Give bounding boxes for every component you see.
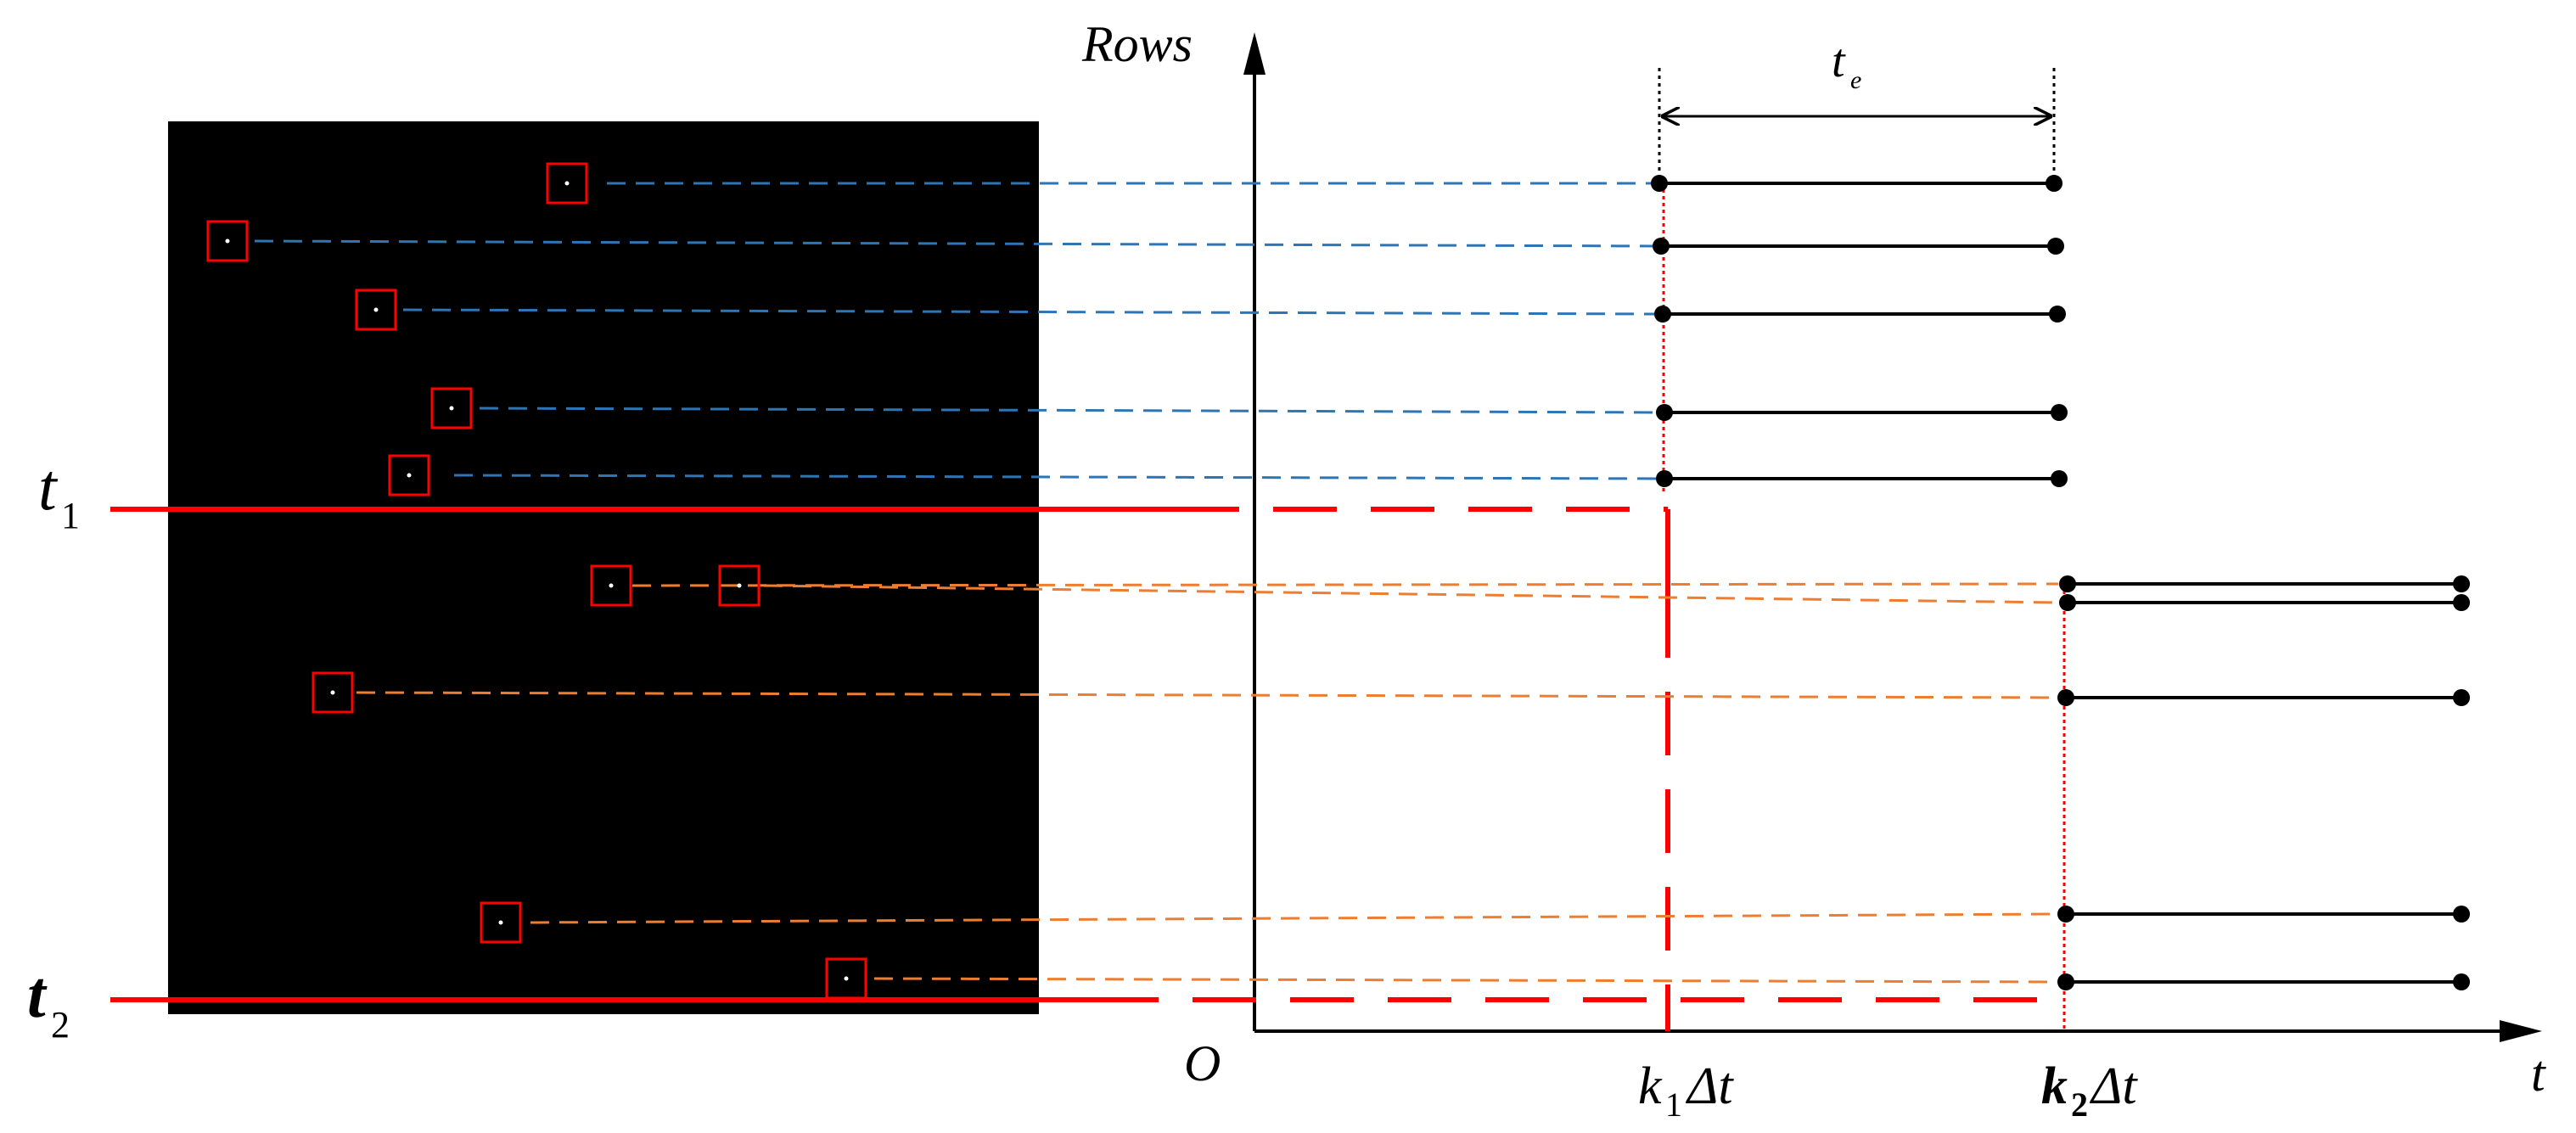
star-label: star2	[202, 279, 275, 321]
k1-sub: 1	[1665, 1085, 1682, 1124]
star-box	[388, 454, 430, 496]
exposure-end-dot	[2453, 594, 2470, 611]
exposure-end-dot	[2453, 575, 2470, 592]
star-label: star9	[480, 848, 553, 889]
t2-label: t 2	[27, 957, 70, 1046]
star-dot	[330, 690, 335, 695]
exposure-end-dot	[2453, 906, 2470, 923]
star-2: star2	[202, 220, 2064, 321]
projection-line	[631, 582, 2059, 587]
rows-axis-arrow-icon	[1243, 32, 1266, 75]
star-4: star4	[309, 387, 2068, 430]
exposure-time-label: t	[1832, 35, 1846, 87]
star-box	[430, 387, 473, 429]
k1-letter: k	[1638, 1057, 1663, 1115]
star-box	[825, 957, 867, 1000]
star-dot	[844, 976, 849, 981]
exposure-start-dot	[2059, 575, 2076, 592]
star-9: star9	[480, 848, 2470, 944]
t1-main: t	[38, 450, 59, 524]
star-label: star8	[300, 724, 373, 766]
star-box	[355, 289, 397, 331]
exposure-end-dot	[2046, 175, 2062, 192]
star-box	[480, 901, 522, 944]
time-axis-label: t	[2531, 1046, 2546, 1102]
exposure-end-dot	[2047, 238, 2064, 255]
exposure-start-dot	[1654, 306, 1671, 323]
projection-line	[479, 407, 1664, 414]
star-label: star6	[440, 574, 513, 615]
star-label: star3	[321, 345, 394, 386]
exposure-start-dot	[2057, 973, 2074, 990]
origin-label: O	[1184, 1035, 1221, 1091]
star-5: star5	[273, 454, 2068, 501]
projection-line	[254, 239, 1656, 248]
star-dot	[225, 238, 230, 244]
star-label: star5	[273, 459, 346, 501]
star-box	[590, 564, 632, 607]
star-label: star4	[309, 389, 382, 430]
star-8: star8	[300, 671, 2470, 766]
k2-delta-t-label: k 2 Δt	[2041, 1057, 2138, 1124]
projection-line	[402, 308, 1660, 316]
t2-main: t	[27, 957, 48, 1031]
exposure-time-subscript: e	[1850, 66, 1861, 94]
exposure-start-dot	[2057, 906, 2074, 923]
star-dot	[498, 920, 503, 925]
exposure-start-dot	[2059, 594, 2076, 611]
projection-line	[763, 584, 2059, 604]
exposure-start-dot	[1656, 404, 1673, 421]
exposure-start-dot	[1656, 470, 1673, 487]
star-label: star7	[683, 612, 756, 653]
k2-delta-t: Δt	[2089, 1057, 2138, 1115]
star-dot	[737, 583, 742, 588]
axes	[1243, 32, 2542, 1042]
exposure-end-dot	[2051, 404, 2068, 421]
star-box	[206, 220, 249, 262]
rows-axis-label: Rows	[1081, 16, 1193, 72]
star-7: star7	[683, 564, 2470, 653]
exposure-start-dot	[1653, 238, 1670, 255]
star-box	[311, 671, 354, 714]
star-dot	[609, 583, 614, 588]
exposure-time-bracket: t e	[1658, 35, 2056, 178]
k2-letter: k	[2041, 1057, 2068, 1115]
exposure-end-dot	[2049, 306, 2066, 323]
k1-delta-t: Δt	[1685, 1057, 1734, 1115]
sensor-image-frame	[168, 121, 1039, 1014]
k1-delta-t-label: k 1 Δt	[1638, 1057, 1734, 1124]
star-3: star3	[321, 289, 2066, 386]
exposure-end-dot	[2453, 973, 2470, 990]
star-dot	[564, 181, 570, 186]
star-dot	[373, 307, 379, 312]
exposure-end-dot	[2453, 689, 2470, 706]
star-dot	[449, 406, 454, 411]
projection-line	[530, 912, 2059, 924]
star-6: star6	[440, 564, 2470, 615]
star-label: star10	[691, 945, 783, 987]
star-dot	[407, 473, 412, 478]
exposure-start-dot	[2057, 689, 2074, 706]
k2-sub: 2	[2071, 1085, 2088, 1124]
projection-line	[873, 977, 2059, 984]
star-box	[718, 564, 760, 607]
projection-line	[356, 691, 2059, 699]
star-10: star10	[691, 945, 2470, 1000]
t1-boundary	[110, 507, 1670, 1031]
star-box	[546, 162, 588, 205]
exposure-end-dot	[2051, 470, 2068, 487]
time-axis-arrow-icon	[2500, 1020, 2542, 1042]
t2-sub: 2	[51, 1004, 70, 1046]
t1-label: t 1	[38, 450, 80, 536]
star-label: star1	[424, 155, 497, 197]
exposure-start-dot	[1651, 175, 1668, 192]
star-1: star1	[424, 155, 2062, 205]
t1-sub: 1	[61, 495, 80, 536]
